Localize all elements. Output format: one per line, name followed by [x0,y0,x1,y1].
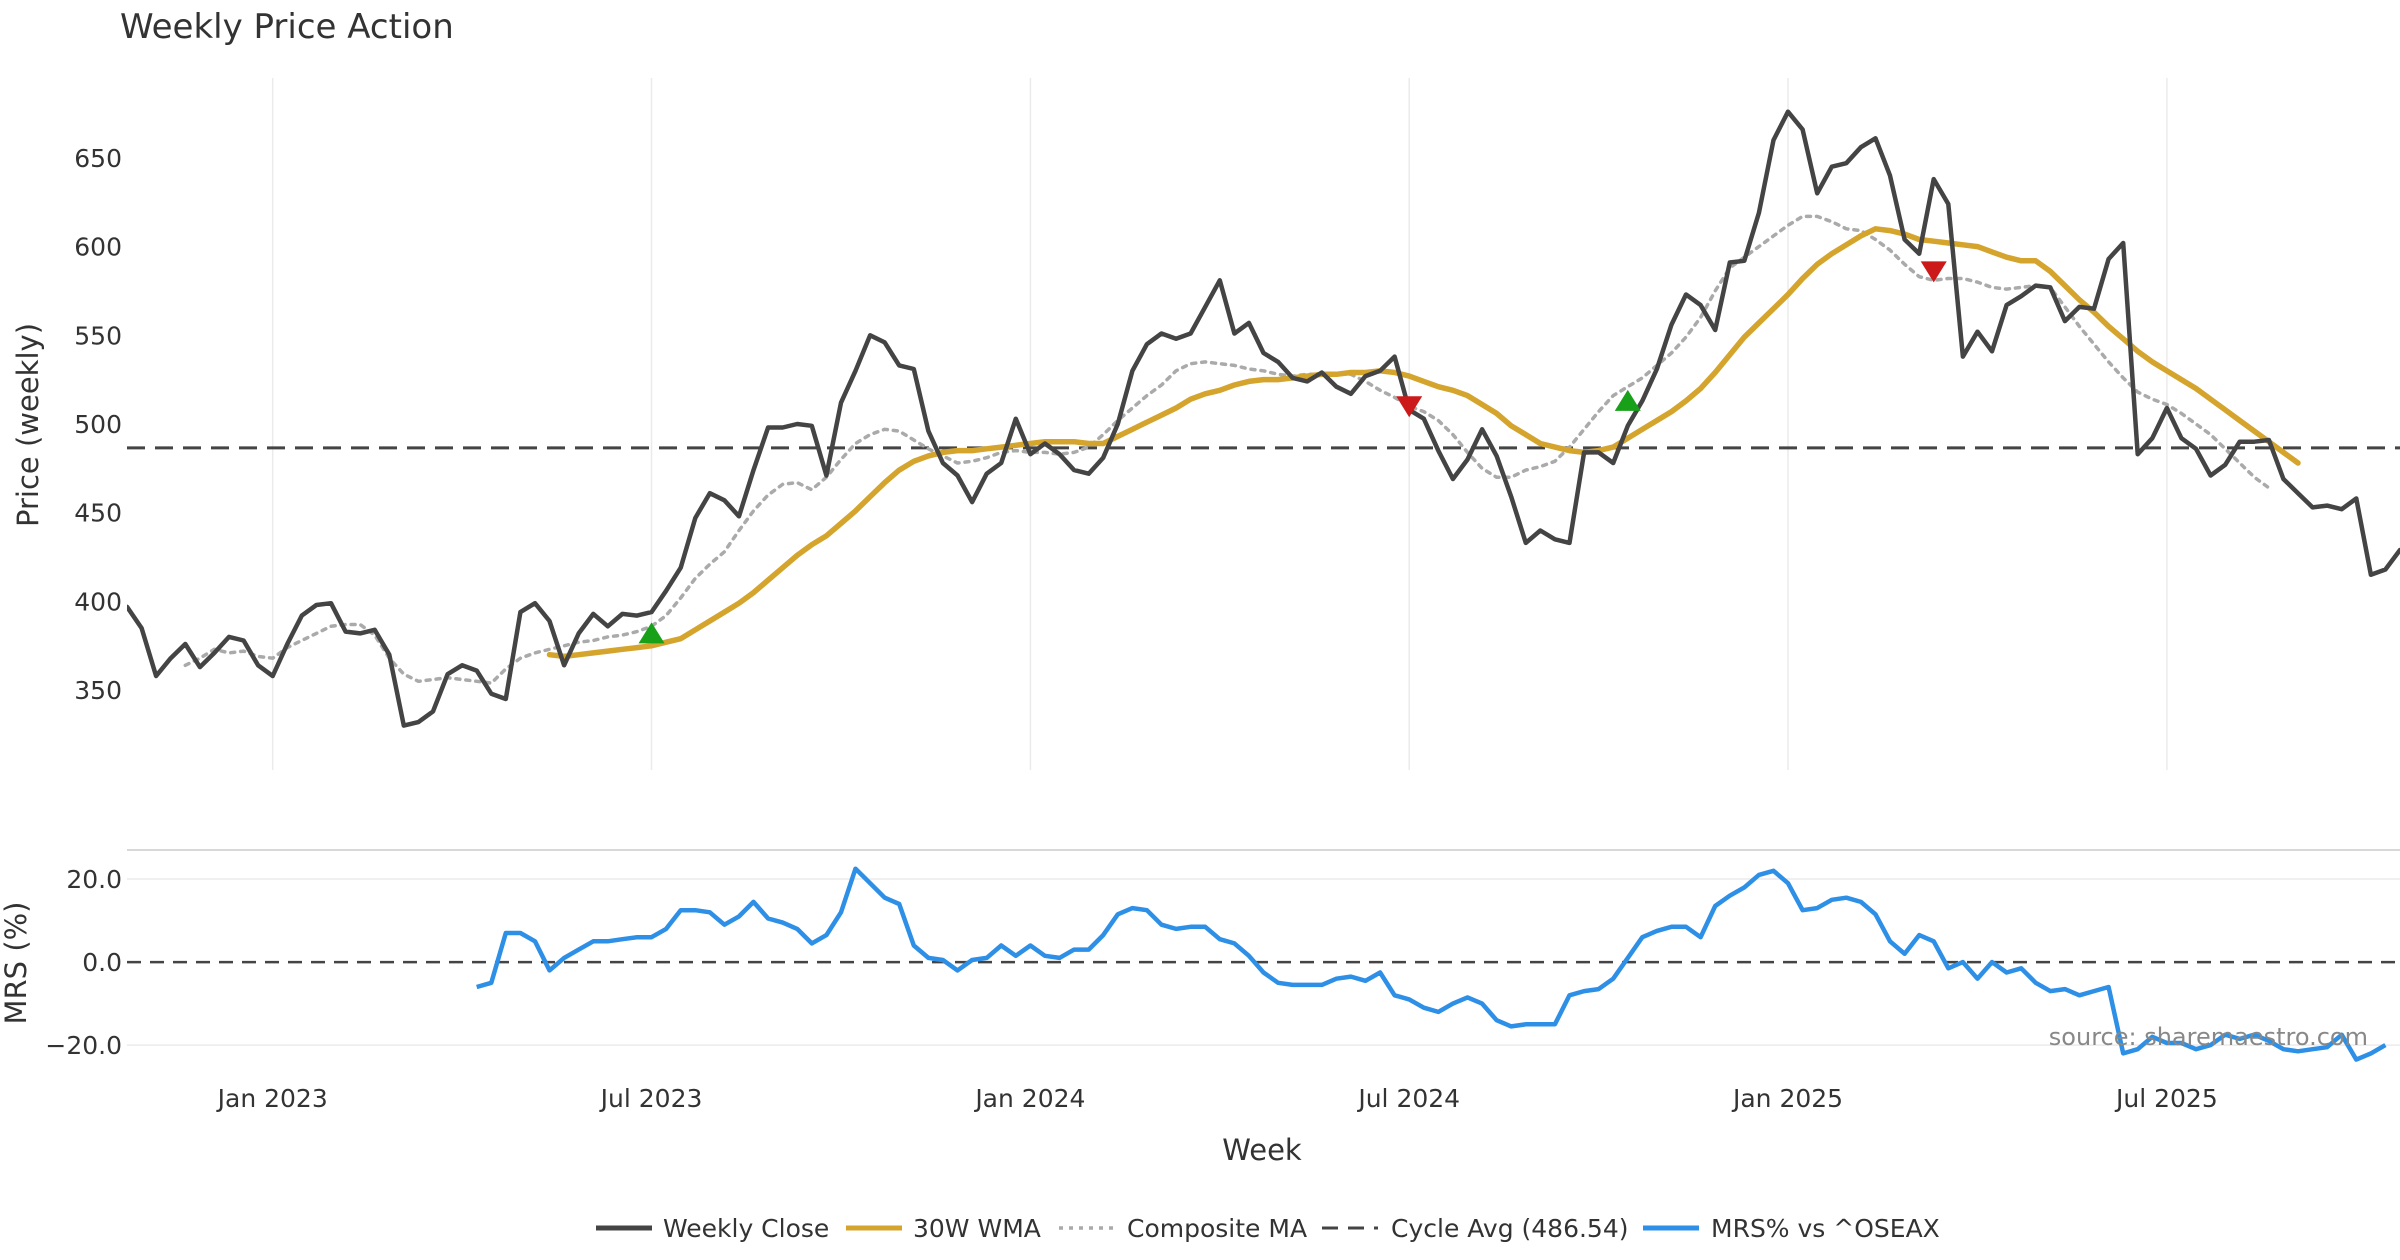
price-axis-label: Price (weekly) [11,323,45,527]
legend-label-0: Weekly Close [663,1214,829,1243]
buy-marker-2 [1614,389,1641,411]
mrs-y-tick-0: 20.0 [66,865,122,894]
x-tick-label-1: Jul 2023 [599,1084,703,1113]
buy-marker-0 [638,622,665,644]
price-panel: 350 400 450 500 550 600 650 [74,78,2400,770]
mrs-axis-label: MRS (%) [0,902,33,1025]
price-y-tick-5: 600 [74,233,122,262]
x-axis: Jan 2023 Jul 2023 Jan 2024 Jul 2024 Jan 2025… [216,1084,2218,1113]
sell-marker-3 [1920,261,1947,283]
legend-label-1: 30W WMA [913,1214,1041,1243]
legend-label-4: MRS% vs ^OSEAX [1711,1214,1940,1243]
price-y-tick-3: 500 [74,410,122,439]
x-tick-label-0: Jan 2023 [216,1084,328,1113]
x-axis-label: Week [1222,1133,1302,1167]
x-tick-label-4: Jan 2025 [1731,1084,1843,1113]
mrs-y-tick-2: −20.0 [45,1031,122,1060]
mrs-panel: 20.0 0.0 −20.0 [45,865,2400,1062]
wma-30w-line [546,226,2301,660]
mrs-line [476,866,2387,1062]
price-y-tick-1: 400 [74,587,122,616]
x-tick-label-3: Jul 2024 [1356,1084,1460,1113]
weekly-close-line [127,109,2400,728]
source-label: source: sharemaestro.com [2049,1023,2368,1051]
composite-ma-line [183,214,2271,685]
x-tick-label-5: Jul 2025 [2114,1084,2218,1113]
mrs-y-tick-1: 0.0 [82,948,122,977]
legend: Weekly Close 30W WMA Composite MA Cycle Avg… [596,1214,1940,1243]
legend-label-3: Cycle Avg (486.54) [1391,1214,1629,1243]
price-y-tick-6: 650 [74,144,122,173]
price-y-tick-0: 350 [74,676,122,705]
x-tick-label-2: Jan 2024 [973,1084,1085,1113]
sell-marker-1 [1396,396,1423,418]
price-y-tick-2: 450 [74,499,122,528]
chart-title: Weekly Price Action [120,7,454,47]
legend-label-2: Composite MA [1127,1214,1307,1243]
price-y-tick-4: 550 [74,321,122,350]
